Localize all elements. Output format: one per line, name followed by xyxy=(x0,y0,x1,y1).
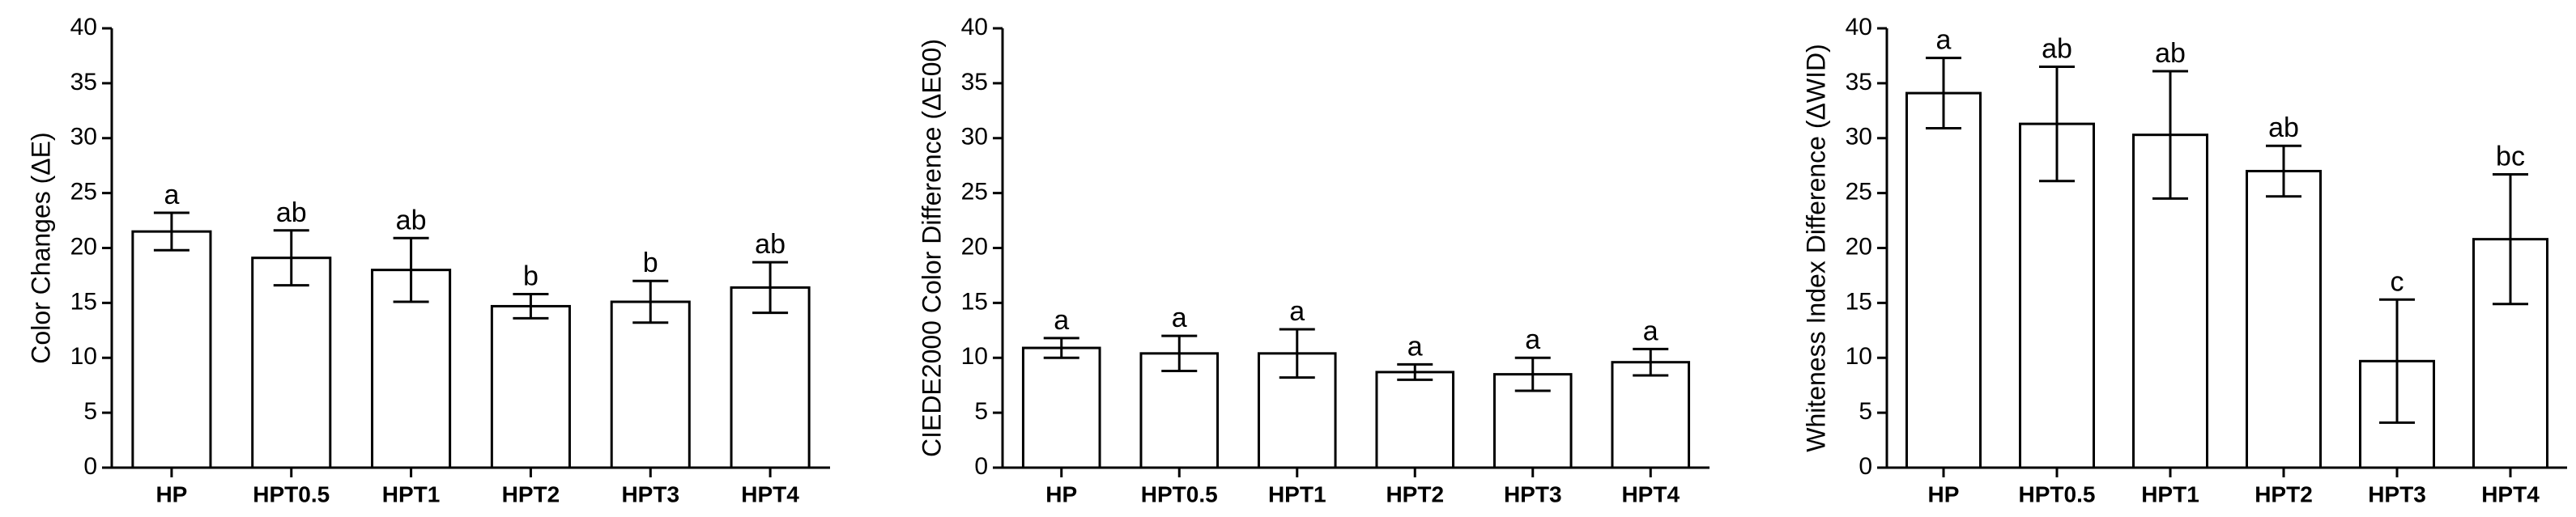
y-tick-label: 10 xyxy=(961,343,988,370)
significance-letter: ab xyxy=(396,205,427,235)
x-tick-label: HP xyxy=(155,481,187,506)
chart: 0 5 10 15 20 25 30 35 40 Color Changes (ΔE) a HP ab H… xyxy=(26,14,830,506)
y-tick-label: 5 xyxy=(83,398,97,425)
x-tick-label: HPT2 xyxy=(502,481,560,506)
y-tick-label: 15 xyxy=(70,288,97,315)
y-axis-label: Whiteness Index Difference (ΔWID) xyxy=(1801,44,1830,452)
significance-letter: bc xyxy=(2496,142,2525,172)
y-tick-label: 10 xyxy=(70,343,97,370)
x-tick-label: HPT1 xyxy=(2141,481,2199,506)
y-tick-label: 40 xyxy=(961,14,988,40)
y-tick-label: 40 xyxy=(1846,14,1872,40)
y-tick-label: 0 xyxy=(1859,453,1872,480)
x-tick-label: HP xyxy=(1045,481,1077,506)
y-tick-label: 15 xyxy=(1846,288,1872,315)
significance-letter: a xyxy=(1643,316,1658,346)
significance-letter: b xyxy=(643,248,658,278)
y-axis-label: CIEDE2000 Color Difference (ΔE00) xyxy=(917,39,946,457)
x-tick-label: HPT3 xyxy=(1504,481,1562,506)
x-tick-label: HPT0.5 xyxy=(253,481,330,506)
bar xyxy=(2246,169,2322,469)
bar xyxy=(1021,346,1101,469)
x-tick-label: HPT2 xyxy=(2255,481,2313,506)
chart: 0 5 10 15 20 25 30 35 40 CIEDE2000 Color Differen… xyxy=(917,14,1710,506)
x-tick-label: HPT0.5 xyxy=(2019,481,2096,506)
y-tick-label: 5 xyxy=(974,398,988,425)
y-tick-label: 35 xyxy=(70,69,97,95)
x-tick-label: HPT4 xyxy=(2481,481,2540,506)
bar xyxy=(1905,91,1982,469)
y-tick-label: 25 xyxy=(961,179,988,206)
x-tick-label: HPT3 xyxy=(621,481,679,506)
bar xyxy=(131,230,212,469)
significance-letter: c xyxy=(2391,266,2404,297)
bar xyxy=(610,300,691,469)
significance-letter: a xyxy=(1289,296,1305,327)
significance-letter: a xyxy=(164,180,179,210)
y-tick-label: 0 xyxy=(974,453,988,480)
y-tick-label: 35 xyxy=(1846,69,1872,95)
bar xyxy=(490,304,571,469)
significance-letter: ab xyxy=(755,229,786,260)
x-tick-label: HP xyxy=(1928,481,1960,506)
y-tick-label: 20 xyxy=(961,233,988,260)
y-tick-label: 30 xyxy=(1846,124,1872,150)
x-tick-label: HPT0.5 xyxy=(1141,481,1218,506)
significance-letter: a xyxy=(1525,324,1540,355)
significance-letter: ab xyxy=(2155,38,2186,69)
bar xyxy=(1139,352,1220,469)
x-tick-label: HPT4 xyxy=(1621,481,1680,506)
y-tick-label: 20 xyxy=(70,233,97,260)
y-tick-label: 5 xyxy=(1859,398,1872,425)
significance-letter: a xyxy=(1407,331,1423,362)
y-tick-label: 35 xyxy=(961,69,988,95)
bar xyxy=(1611,361,1691,469)
y-tick-label: 15 xyxy=(961,288,988,315)
x-tick-label: HPT2 xyxy=(1386,481,1444,506)
x-tick-label: HPT1 xyxy=(382,481,441,506)
bar xyxy=(1375,371,1455,469)
significance-letter: a xyxy=(1054,305,1069,336)
significance-letter: b xyxy=(523,261,539,291)
y-tick-label: 25 xyxy=(1846,179,1872,206)
bar xyxy=(251,256,332,469)
significance-letter: a xyxy=(1936,25,1952,56)
significance-letter: ab xyxy=(2042,33,2072,64)
y-tick-label: 25 xyxy=(70,179,97,206)
significance-letter: a xyxy=(1172,303,1187,333)
y-tick-label: 20 xyxy=(1846,233,1872,260)
significance-letter: ab xyxy=(2268,112,2299,143)
bar xyxy=(730,286,811,469)
y-tick-label: 0 xyxy=(83,453,97,480)
y-tick-label: 40 xyxy=(70,14,97,40)
x-tick-label: HPT1 xyxy=(1268,481,1326,506)
y-tick-label: 30 xyxy=(961,124,988,150)
y-axis-label: Color Changes (ΔE) xyxy=(26,132,55,363)
significance-letter: ab xyxy=(276,197,307,228)
y-tick-label: 10 xyxy=(1846,343,1872,370)
y-tick-label: 30 xyxy=(70,124,97,150)
x-tick-label: HPT3 xyxy=(2368,481,2426,506)
chart: 0 5 10 15 20 25 30 35 40 Whiteness Index Differen… xyxy=(1801,14,2567,506)
x-tick-label: HPT4 xyxy=(741,481,799,506)
